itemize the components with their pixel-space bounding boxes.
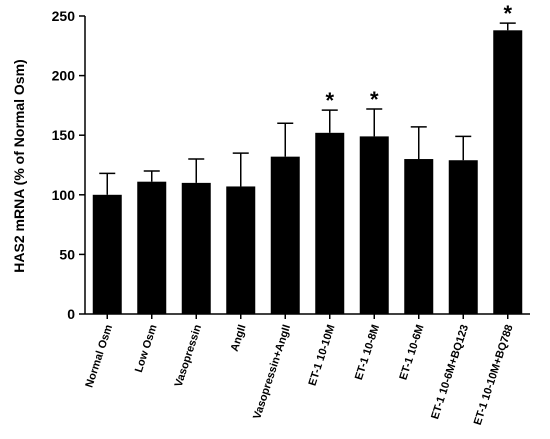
bar [226,186,256,314]
x-tick-label: AngII [229,323,249,353]
y-tick-label: 200 [52,68,76,84]
x-tick-label: Normal Osm [83,323,115,389]
x-tick-label: ET-1 10-8M [353,323,382,381]
bar [315,132,345,314]
bar [92,194,122,314]
y-tick-label: 50 [59,246,75,262]
y-axis-title: HAS2 mRNA (% of Normal Osm) [11,59,27,272]
bar [448,160,478,314]
x-tick-label: ET-1 10-10M+BQ788 [472,323,516,426]
significance-marker: * [325,88,334,113]
y-tick-label: 0 [67,306,75,322]
x-tick-label: Vasopressin [173,323,205,389]
bar [137,181,167,314]
bars-group: * * * [92,1,523,314]
bar [359,136,389,314]
x-tick-label: Low Osm [133,323,160,374]
significance-marker: * [370,87,379,112]
y-tick-label: 100 [52,187,76,203]
bar [404,159,434,314]
category-labels: Normal Osm Low Osm Vasopressin AngII Vasopre… [83,323,515,427]
x-tick-label: ET-1 10-6M [397,323,426,381]
bar [270,156,300,314]
significance-marker: * [503,1,512,26]
bar [181,182,211,314]
x-tick-label: Vasopressin+AngII [251,323,293,421]
x-tick-label: ET-1 10-10M [307,323,338,387]
x-tick-label: ET-1 10-6M+BQ123 [429,323,471,421]
y-tick-label: 150 [52,127,76,143]
y-tick-label: 250 [52,8,76,24]
bar [493,30,523,314]
